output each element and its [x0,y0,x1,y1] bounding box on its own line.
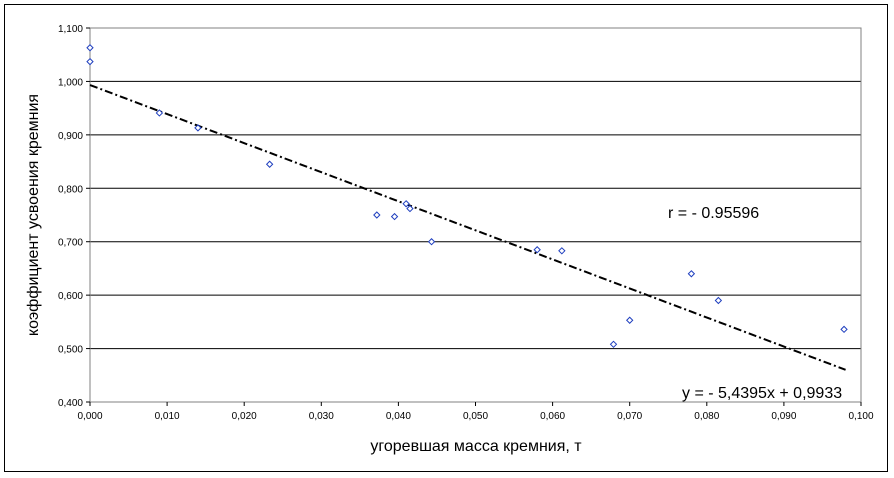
y-axis-ticks: 0,400 0,500 0,600 0,700 0,800 0,900 1,000 1,100 [58,24,90,409]
x-tick-label: 0,000 [77,411,102,422]
data-point [406,204,414,213]
x-tick-label: 0,090 [771,411,796,422]
y-tick-label: 0,500 [58,345,83,356]
data-point [86,44,94,52]
data-point [714,296,723,305]
data-point [558,247,566,255]
data-point [533,246,541,254]
data-point [840,325,848,334]
x-tick-label: 0,020 [232,411,257,422]
data-point [155,109,164,117]
data-point [687,270,696,278]
data-point [390,212,399,221]
y-axis-title: коэффициент усвоения кремния [25,94,42,336]
x-axis-ticks: 0,000 0,010 0,020 0,030 0,040 0,050 0,060 0,070… [77,402,874,422]
data-point [86,57,94,66]
regression-equation: y = - 5,4395x + 0,9933 [682,385,842,402]
y-tick-label: 1,100 [58,24,83,35]
data-point [265,160,274,168]
data-point [373,211,381,219]
y-tick-label: 0,400 [58,398,83,409]
x-tick-label: 0,050 [463,411,488,422]
data-points [86,44,848,349]
x-tick-label: 0,040 [386,411,411,422]
y-tick-label: 0,600 [58,291,83,302]
y-tick-label: 0,900 [58,131,83,142]
y-tick-label: 1,000 [58,77,83,88]
x-tick-label: 0,060 [540,411,565,422]
x-tick-label: 0,030 [309,411,334,422]
x-tick-label: 0,080 [694,411,719,422]
x-tick-label: 0,100 [848,411,873,422]
data-point [194,124,202,132]
data-point [427,238,436,246]
data-point [625,316,634,324]
y-tick-label: 0,800 [58,184,83,195]
x-axis-title: угоревшая масса кремния, т [370,438,582,455]
grid-lines [90,27,861,350]
trendline [89,84,846,371]
data-point [609,340,618,349]
correlation-annotation: r = - 0.95596 [668,205,759,222]
chart-frame [4,4,888,472]
y-tick-label: 0,700 [58,238,83,249]
x-tick-label: 0,070 [617,411,642,422]
data-point [402,200,410,208]
x-tick-label: 0,010 [155,411,180,422]
